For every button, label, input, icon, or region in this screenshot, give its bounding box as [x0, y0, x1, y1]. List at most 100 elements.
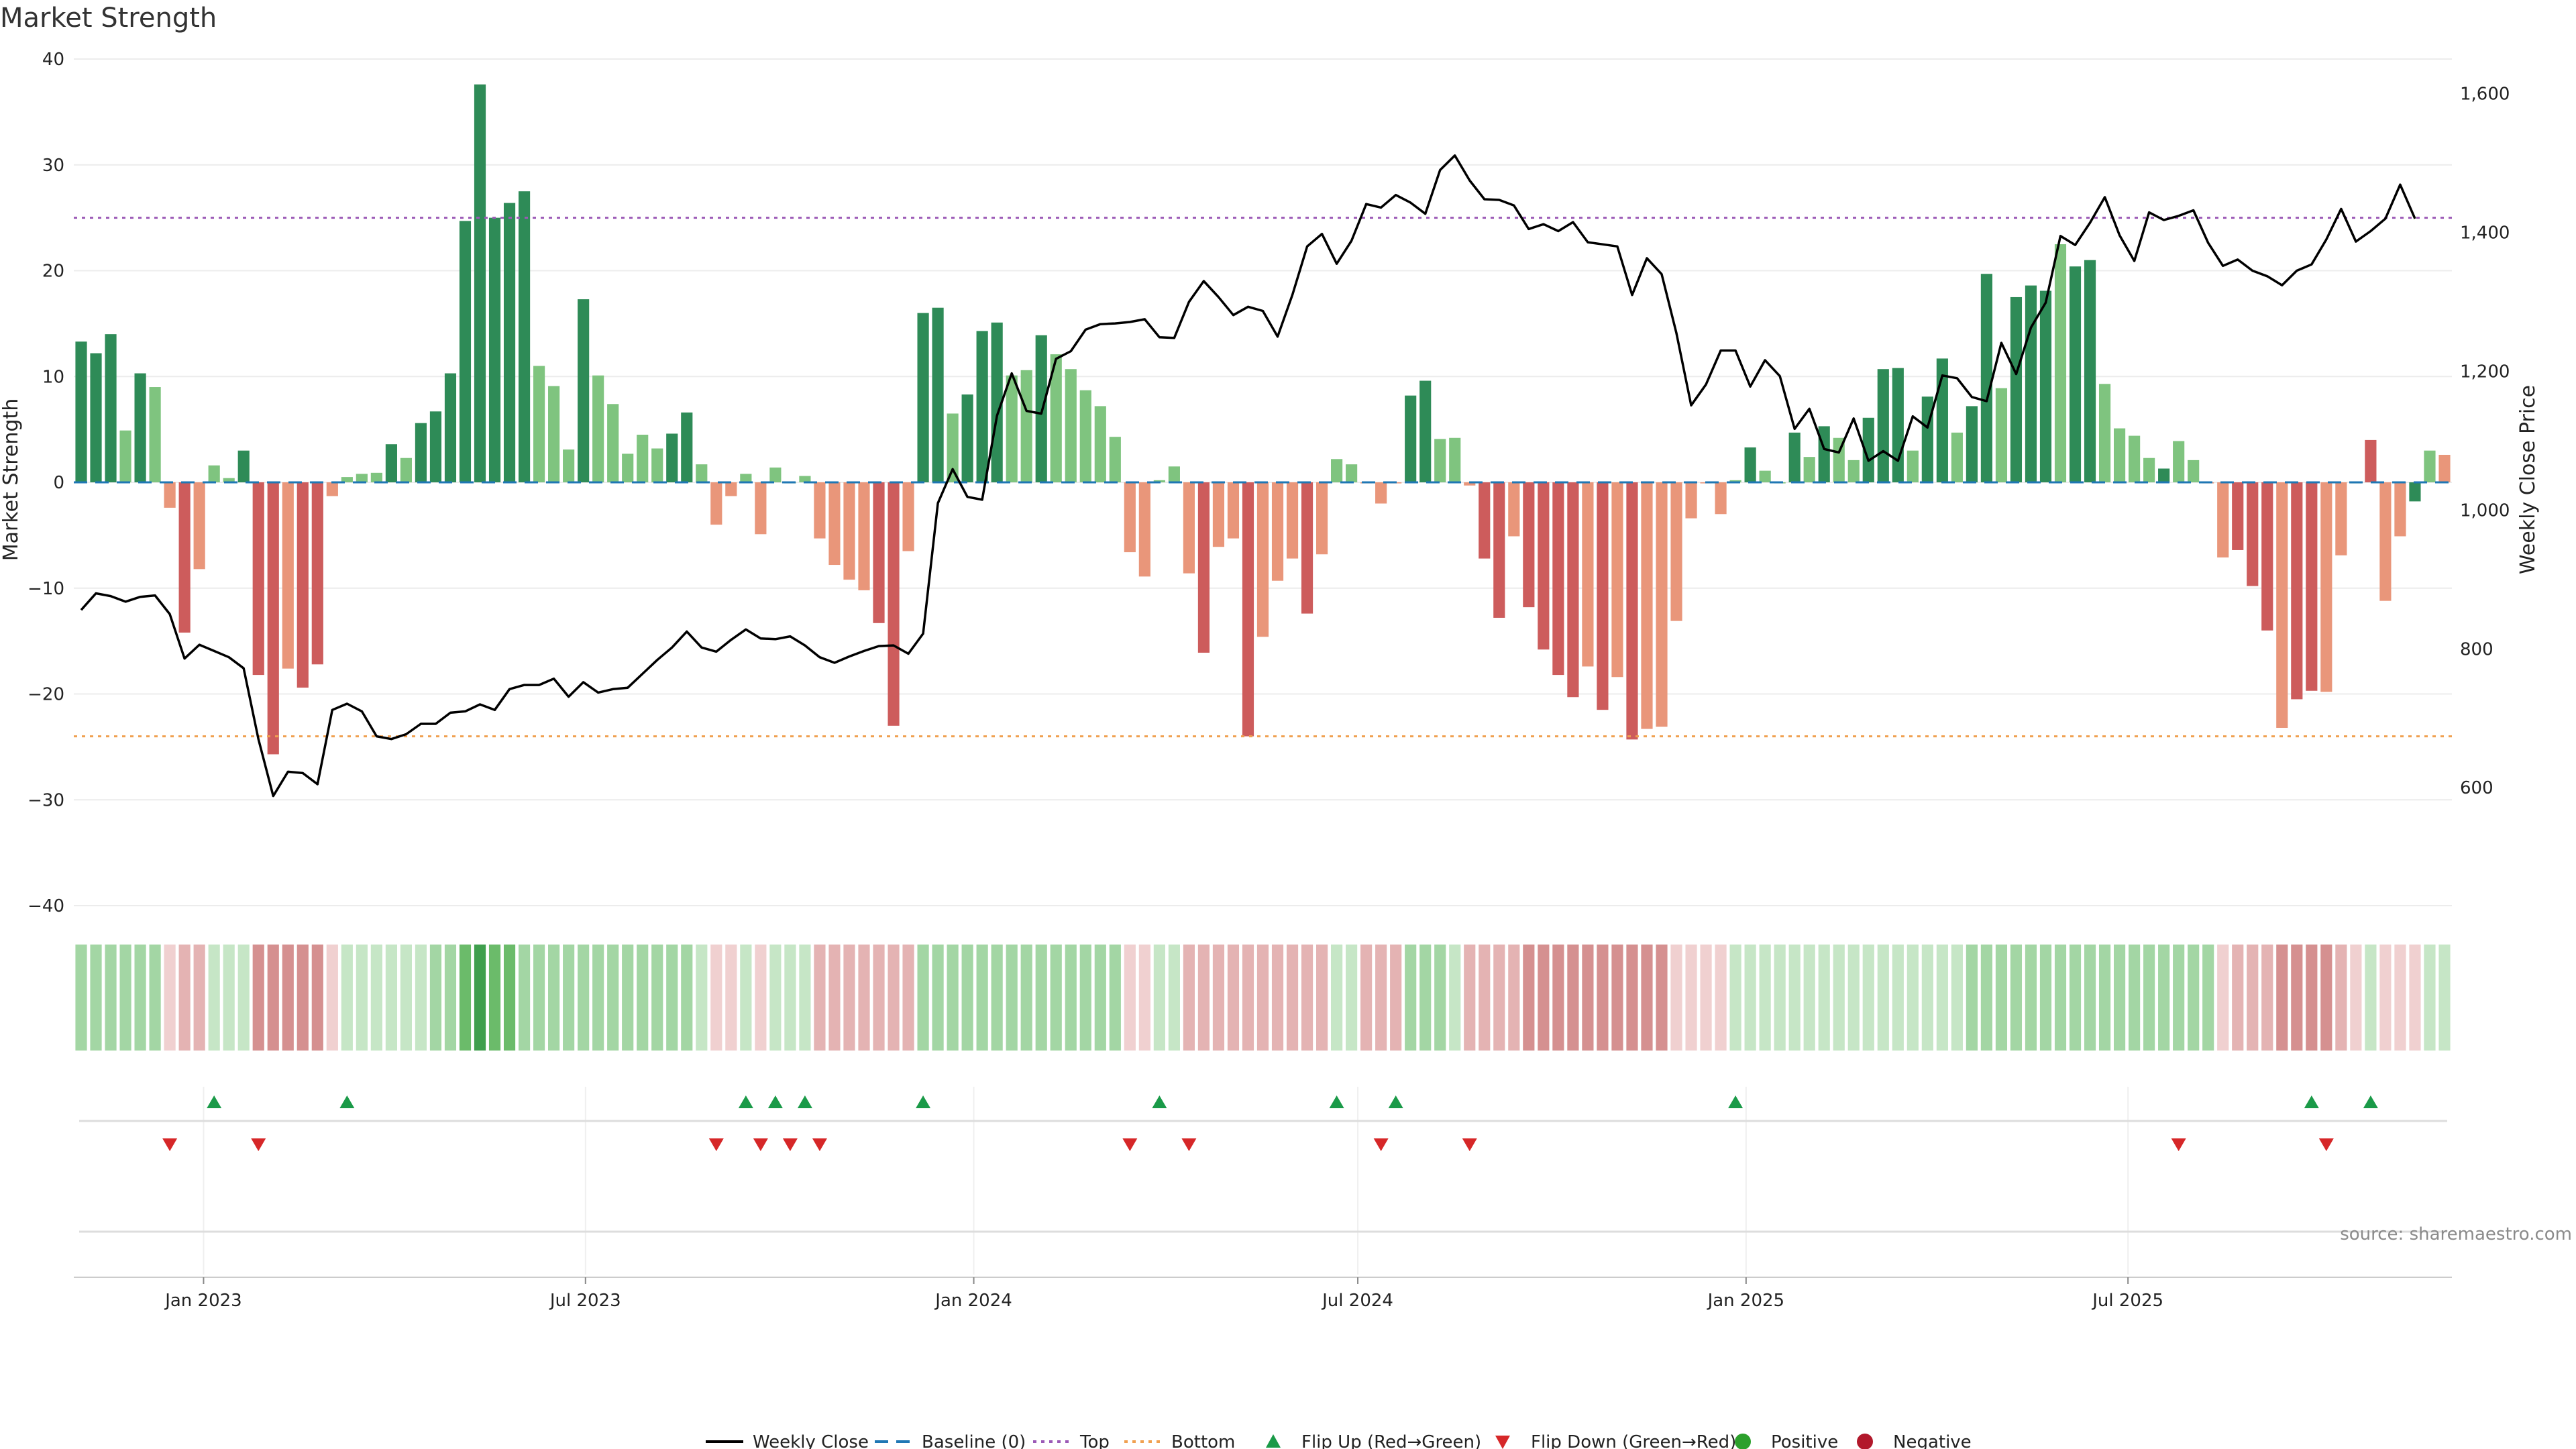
heat-cell	[1006, 945, 1018, 1051]
y-tick-label-right: 1,600	[2460, 85, 2510, 105]
legend-top: Top	[1033, 1432, 1110, 1449]
strength-bar	[2247, 482, 2259, 586]
heat-cell	[282, 945, 294, 1051]
heat-cell	[267, 945, 279, 1051]
legend: Weekly Close Baseline (0) Top Bottom Fli…	[706, 1432, 1972, 1449]
strength-bar	[385, 444, 397, 482]
strength-bar	[1331, 459, 1343, 482]
strength-bar	[1375, 482, 1387, 504]
strength-bar	[90, 353, 102, 482]
heat-cell	[1316, 945, 1328, 1051]
heat-cell	[947, 945, 959, 1051]
strength-bar	[1138, 482, 1150, 577]
strength-bar	[1464, 482, 1476, 486]
heat-cell	[1094, 945, 1106, 1051]
strength-bar	[311, 482, 323, 665]
strength-bar	[149, 387, 161, 482]
heat-cell	[976, 945, 988, 1051]
heat-cell	[2320, 945, 2332, 1051]
heat-cell	[2291, 945, 2303, 1051]
strength-bar	[2188, 460, 2200, 482]
circle-icon	[1735, 1434, 1751, 1449]
heat-cell	[1951, 945, 1963, 1051]
heat-cell	[991, 945, 1003, 1051]
heat-cell	[1124, 945, 1136, 1051]
x-tick-label: Jul 2024	[1321, 1291, 1393, 1311]
flip-down-marker	[162, 1138, 178, 1151]
svg-text:Top: Top	[1079, 1432, 1110, 1449]
strength-bar	[1862, 417, 1874, 482]
heat-cell	[326, 945, 338, 1051]
heat-cell	[1434, 945, 1446, 1051]
heat-cell	[105, 945, 117, 1051]
strength-bar	[1995, 388, 2008, 482]
heat-cell	[548, 945, 560, 1051]
y-tick-label-left: −20	[28, 685, 64, 705]
heat-cell	[932, 945, 944, 1051]
flip-up-marker	[738, 1095, 753, 1108]
heat-cell	[622, 945, 634, 1051]
heat-cell	[607, 945, 619, 1051]
strength-bar	[740, 474, 752, 482]
strength-bar	[488, 217, 501, 482]
heat-cell	[1346, 945, 1358, 1051]
heat-cell	[1597, 945, 1609, 1051]
heat-cell	[1774, 945, 1786, 1051]
reference-lines	[74, 217, 2452, 738]
legend-baseline: Baseline (0)	[875, 1432, 1026, 1449]
flip-up-marker	[2304, 1095, 2319, 1108]
strength-bar	[1597, 482, 1609, 710]
strength-bar	[1582, 482, 1594, 667]
strength-bar	[1907, 450, 1919, 482]
heat-cell	[1788, 945, 1801, 1051]
heat-cell	[873, 945, 885, 1051]
flip-down-marker	[1373, 1138, 1389, 1151]
strength-bar	[814, 482, 826, 539]
strength-bar	[1065, 369, 1077, 482]
strength-bar	[2379, 482, 2392, 601]
heat-cell	[1907, 945, 1919, 1051]
heat-cell	[1256, 945, 1269, 1051]
heat-cell	[1966, 945, 1978, 1051]
heat-cell	[1464, 945, 1476, 1051]
strength-bar	[134, 373, 146, 482]
heat-cell	[134, 945, 146, 1051]
heat-cell	[2379, 945, 2392, 1051]
heat-cell	[1065, 945, 1077, 1051]
strength-bars	[75, 84, 2451, 755]
weekly-close-line	[80, 154, 2416, 798]
y-tick-label-left: 20	[42, 262, 64, 282]
heat-cell	[784, 945, 796, 1051]
strength-bar	[1094, 406, 1106, 482]
strength-bar	[947, 413, 959, 482]
strength-bar	[1538, 482, 1550, 650]
legend-bottom: Bottom	[1124, 1432, 1235, 1449]
y-tick-label-left: 0	[53, 473, 64, 493]
strength-bar	[1301, 482, 1313, 614]
heat-cell	[1331, 945, 1343, 1051]
strength-bar	[1847, 460, 1860, 482]
heat-cell	[2039, 945, 2052, 1051]
strength-bar	[1006, 375, 1018, 482]
strength-bar	[1877, 369, 1889, 482]
heat-cell	[2113, 945, 2126, 1051]
heat-cell	[1700, 945, 1712, 1051]
legend-positive: Positive	[1735, 1432, 1838, 1449]
heat-cell	[1611, 945, 1623, 1051]
svg-text:Positive: Positive	[1771, 1432, 1838, 1449]
strength-bar	[1833, 437, 1845, 482]
heat-cell	[1360, 945, 1373, 1051]
heat-cell	[370, 945, 382, 1051]
strength-bar	[858, 482, 870, 590]
flip-up-marker	[767, 1095, 783, 1108]
flip-down-marker	[708, 1138, 724, 1151]
strength-bar	[2054, 244, 2067, 482]
strength-bar	[976, 331, 988, 482]
heat-cell	[474, 945, 486, 1051]
heat-cell	[1020, 945, 1032, 1051]
heat-cell	[1862, 945, 1874, 1051]
strength-bar	[2320, 482, 2332, 692]
heat-cell	[1050, 945, 1062, 1051]
heat-cell	[2129, 945, 2141, 1051]
